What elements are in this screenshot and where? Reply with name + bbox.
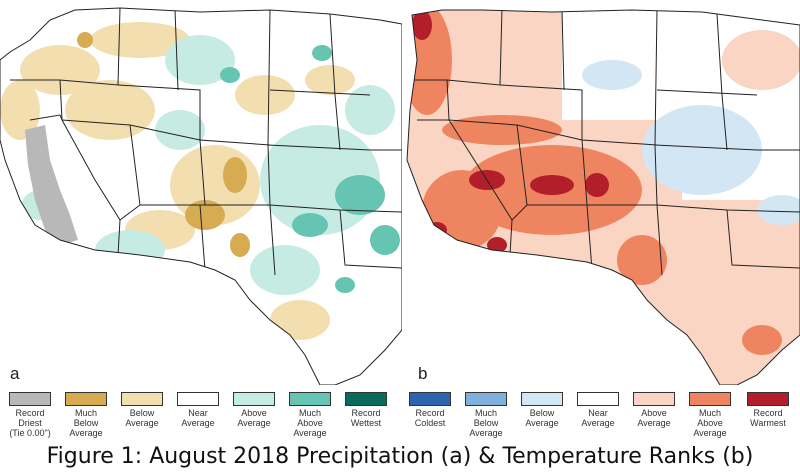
legend-item: Much Above Average [286,392,334,438]
legend-swatch [689,392,731,406]
legend-swatch [345,392,387,406]
legend-swatch [409,392,451,406]
legend-swatch [9,392,51,406]
legend-label: Above Average [637,408,671,428]
legend-swatch [465,392,507,406]
legend-swatch [521,392,563,406]
legend-swatch [121,392,163,406]
legend-swatch [633,392,675,406]
legend-label: Record Wettest [350,408,382,428]
legend-label: Record Coldest [414,408,446,428]
legend-swatch [747,392,789,406]
legend-label: Above Average [237,408,271,428]
legend-label: Below Average [525,408,559,428]
temperature-map [402,0,800,385]
legend-label: Below Average [125,408,159,428]
legend-label: Much Below Average [69,408,103,438]
figure-caption: Figure 1: August 2018 Precipitation (a) … [46,444,754,469]
legend-item: Above Average [630,392,678,428]
panel-b-label: b [418,364,428,383]
legend-item: Record Warmest [742,392,794,428]
legend-swatch [233,392,275,406]
legend-label: Near Average [581,408,615,428]
legend-item: Near Average [174,392,222,428]
legend-label: Near Average [181,408,215,428]
legend-swatch [577,392,619,406]
panel-a-label: a [10,364,20,383]
legend-item: Record Driest (Tie 0.00") [6,392,54,438]
legend: Record Driest (Tie 0.00") Much Below Ave… [0,392,800,442]
legend-swatch [65,392,107,406]
legend-item: Near Average [574,392,622,428]
legend-item: Below Average [118,392,166,428]
legend-label: Much Below Average [469,408,503,438]
legend-item: Much Below Average [462,392,510,438]
legend-swatch [177,392,219,406]
legend-label: Record Driest (Tie 0.00") [9,408,51,438]
legend-label: Much Above Average [693,408,727,438]
legend-item: Record Coldest [406,392,454,428]
legend-item: Above Average [230,392,278,428]
precipitation-map [0,0,402,385]
legend-swatch [289,392,331,406]
legend-label: Record Warmest [750,408,786,428]
legend-item: Below Average [518,392,566,428]
legend-label: Much Above Average [293,408,327,438]
legend-item: Much Above Average [686,392,734,438]
legend-item: Much Below Average [62,392,110,438]
legend-item: Record Wettest [342,392,390,428]
